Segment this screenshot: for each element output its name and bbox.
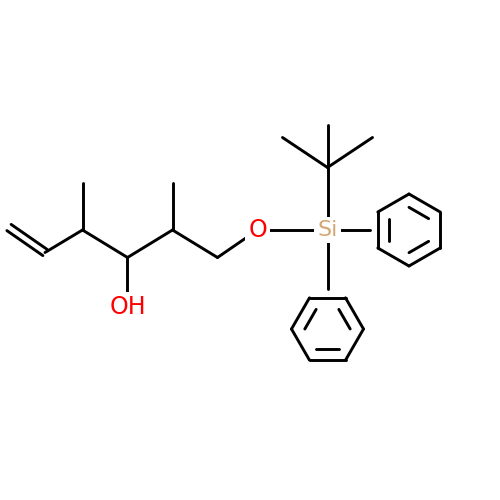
Text: O: O	[248, 218, 267, 242]
Text: OH: OH	[109, 296, 146, 320]
Text: Si: Si	[318, 220, 338, 240]
